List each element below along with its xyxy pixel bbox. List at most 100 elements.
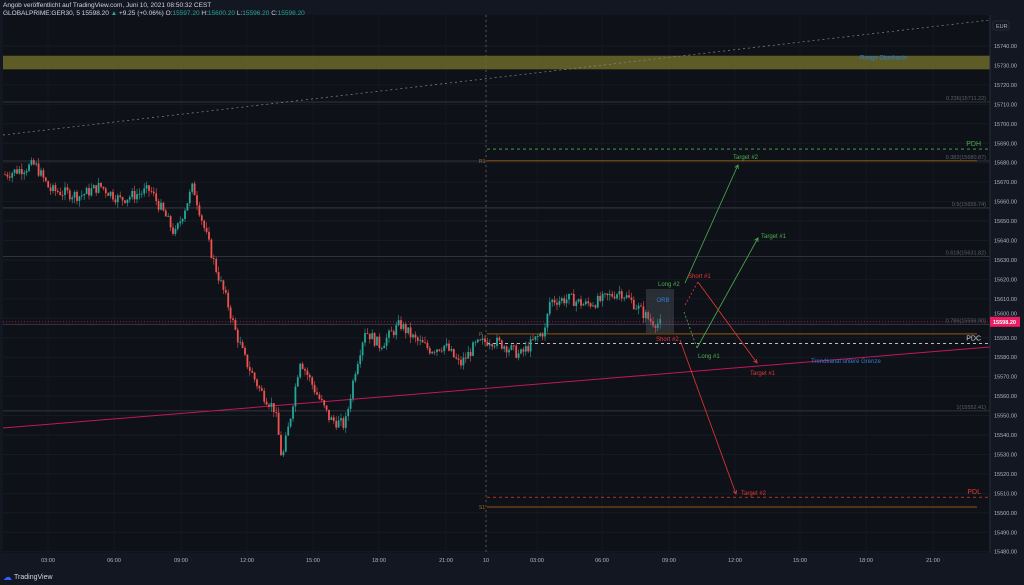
- candle-body: [342, 418, 345, 428]
- long-1-arrow-head: [754, 237, 759, 243]
- candle-body: [527, 346, 530, 352]
- tradingview-logo[interactable]: ☁ TradingView: [3, 572, 53, 583]
- long-1-arrow: [696, 237, 759, 349]
- candle-body: [462, 357, 465, 366]
- up-triangle-icon: ▲: [110, 10, 118, 17]
- candle-body: [388, 330, 390, 338]
- candle-body: [145, 185, 148, 189]
- x-tick-label: 03:00: [530, 558, 544, 564]
- candle-body: [431, 351, 434, 354]
- candle-body: [52, 185, 54, 192]
- candle-body: [229, 307, 232, 319]
- candle-body: [445, 343, 448, 346]
- candle-body: [565, 299, 568, 304]
- candle-body: [313, 384, 316, 393]
- y-tick-label: 15680.00: [994, 161, 1017, 167]
- long-2-arrow: [684, 164, 739, 284]
- candle-body: [642, 306, 645, 319]
- candle-body: [524, 346, 527, 352]
- candle-body: [308, 374, 311, 378]
- candle-body: [97, 182, 100, 193]
- candle-body: [66, 187, 69, 191]
- candle-body: [472, 342, 474, 356]
- candle-body: [440, 350, 443, 352]
- pivot-label: S1: [479, 505, 485, 511]
- candle-body: [548, 301, 551, 314]
- candle-body: [601, 293, 604, 301]
- candle-body: [284, 435, 287, 452]
- level-label: PDC: [966, 336, 981, 343]
- candle-body: [200, 215, 203, 221]
- x-tick-label: 15:00: [793, 558, 807, 564]
- candle-body: [32, 160, 35, 165]
- candle-body: [90, 188, 93, 196]
- candle-body: [515, 345, 518, 358]
- x-tick-label: 18:00: [372, 558, 386, 564]
- candle-body: [644, 312, 647, 319]
- long-2-target-label: Target #2: [733, 155, 759, 161]
- candle-body: [42, 170, 45, 178]
- trendline-label: Trendkanal untere Grenze: [811, 359, 881, 365]
- open-value: 15597.20: [172, 10, 200, 17]
- fib-label: 0.786(15596.90): [946, 318, 987, 324]
- candle-body: [119, 195, 122, 198]
- candle-body: [356, 364, 359, 374]
- candle-body: [179, 221, 182, 224]
- candle-body: [296, 377, 299, 387]
- candle-body: [378, 336, 381, 349]
- candle-body: [368, 333, 371, 340]
- candle-body: [637, 305, 640, 309]
- x-tick-label: 12:00: [728, 558, 742, 564]
- candle-body: [260, 388, 263, 391]
- candle-body: [102, 186, 105, 189]
- candle-body: [395, 325, 398, 336]
- candle-body: [390, 330, 393, 332]
- candle-body: [529, 339, 532, 352]
- range-zone-label: Range Oberkante: [860, 56, 908, 62]
- candle-body: [455, 357, 458, 359]
- candle-body: [340, 418, 342, 421]
- candle-body: [424, 342, 426, 344]
- price-axis[interactable]: 15740.00 15730.00 15720.00 15710.00 15700.00…: [990, 20, 1020, 556]
- candle-body: [464, 357, 467, 359]
- time-axis[interactable]: 03:00 06:00 09:00 12:00 15:00 18:00 21:00 10 03:…: [41, 558, 940, 564]
- candle-body: [186, 203, 189, 211]
- candle-body: [520, 349, 522, 354]
- candle-body: [208, 231, 210, 240]
- candle-body: [54, 185, 57, 192]
- candle-body: [306, 370, 309, 375]
- candle-body: [402, 324, 405, 329]
- candle-body: [289, 418, 292, 427]
- candle-body: [541, 333, 544, 337]
- candle-body: [128, 197, 131, 200]
- x-tick-label: 18:00: [859, 558, 873, 564]
- candle-body: [330, 417, 333, 421]
- candle-body: [623, 297, 626, 299]
- candle-body: [49, 187, 52, 192]
- candle-body: [157, 201, 160, 210]
- candle-body: [188, 191, 191, 204]
- candle-body: [491, 344, 494, 347]
- close-label: C:: [271, 10, 278, 17]
- candle-body: [140, 193, 143, 195]
- candle-body: [37, 163, 40, 176]
- candle-body: [78, 196, 81, 201]
- footer: [0, 568, 1024, 585]
- candle-body: [318, 394, 321, 399]
- close-value: 15598.20: [277, 10, 305, 17]
- candle-body: [294, 386, 297, 407]
- open-label: O:: [165, 10, 173, 17]
- x-tick-label: 15:00: [306, 558, 320, 564]
- candle-body: [654, 325, 657, 328]
- candle-body: [544, 327, 546, 337]
- price-chart[interactable]: Range Oberkante 0.236(15711.22) 0.382(1568…: [0, 0, 1024, 568]
- candle-body: [18, 168, 21, 174]
- candle-body: [143, 188, 146, 194]
- candle-body: [474, 342, 477, 343]
- candle-body: [265, 401, 268, 405]
- candles: [4, 157, 662, 458]
- candle-body: [88, 187, 90, 196]
- candle-body: [421, 340, 424, 343]
- candle-body: [352, 380, 354, 399]
- y-tick-label: 15660.00: [994, 200, 1017, 206]
